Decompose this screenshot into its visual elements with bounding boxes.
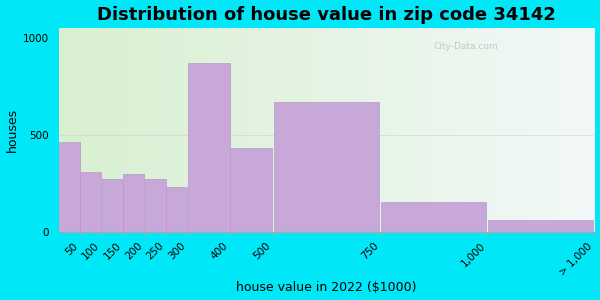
Bar (123, 174, 144, 232)
Bar (230, 148, 272, 232)
Bar (80, 172, 101, 232)
Bar (166, 187, 187, 232)
Bar (188, 63, 230, 232)
Bar (101, 179, 122, 232)
Bar (59, 142, 80, 232)
Bar (488, 220, 593, 232)
Bar (274, 102, 379, 232)
Bar (145, 179, 166, 232)
X-axis label: house value in 2022 ($1000): house value in 2022 ($1000) (236, 281, 417, 294)
Text: City-Data.com: City-Data.com (434, 42, 499, 51)
Y-axis label: houses: houses (5, 108, 19, 152)
Title: Distribution of house value in zip code 34142: Distribution of house value in zip code … (97, 6, 556, 24)
Bar (381, 202, 486, 232)
